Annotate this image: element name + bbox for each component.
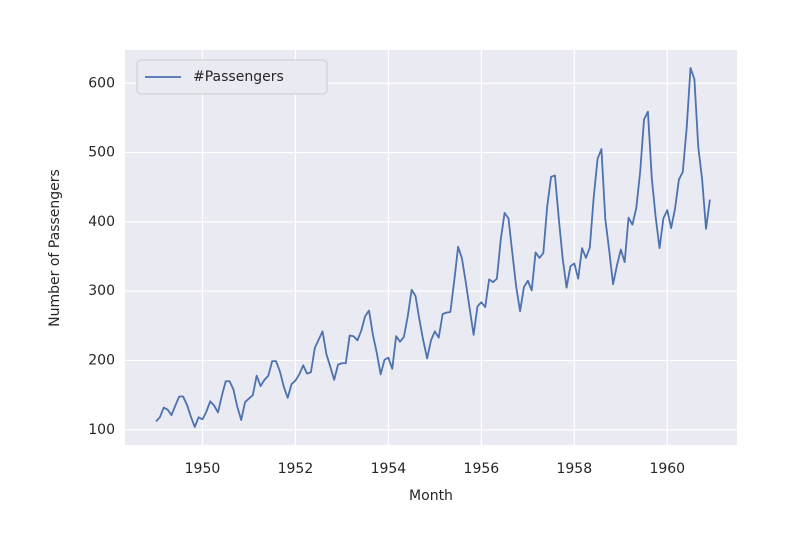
x-tick-label: 1958 <box>556 461 592 477</box>
y-tick-label: 200 <box>88 352 115 368</box>
y-tick-label: 300 <box>88 283 115 299</box>
y-tick-label: 600 <box>88 75 115 91</box>
y-tick-label: 400 <box>88 214 115 230</box>
x-tick-label: 1954 <box>371 461 407 477</box>
x-tick-label: 1956 <box>464 461 500 477</box>
x-axis-label: Month <box>409 488 453 504</box>
x-tick-label: 1960 <box>649 461 685 477</box>
plot-area <box>125 50 737 445</box>
legend-label: #Passengers <box>193 69 284 85</box>
x-tick-label: 1952 <box>278 461 314 477</box>
legend: #Passengers <box>136 59 328 95</box>
y-axis-label: Number of Passengers <box>47 169 63 327</box>
data-line <box>155 67 711 428</box>
y-tick-label: 100 <box>88 422 115 438</box>
legend-box <box>136 59 328 95</box>
x-tick-label: 1950 <box>185 461 221 477</box>
y-tick-label: 500 <box>88 145 115 161</box>
